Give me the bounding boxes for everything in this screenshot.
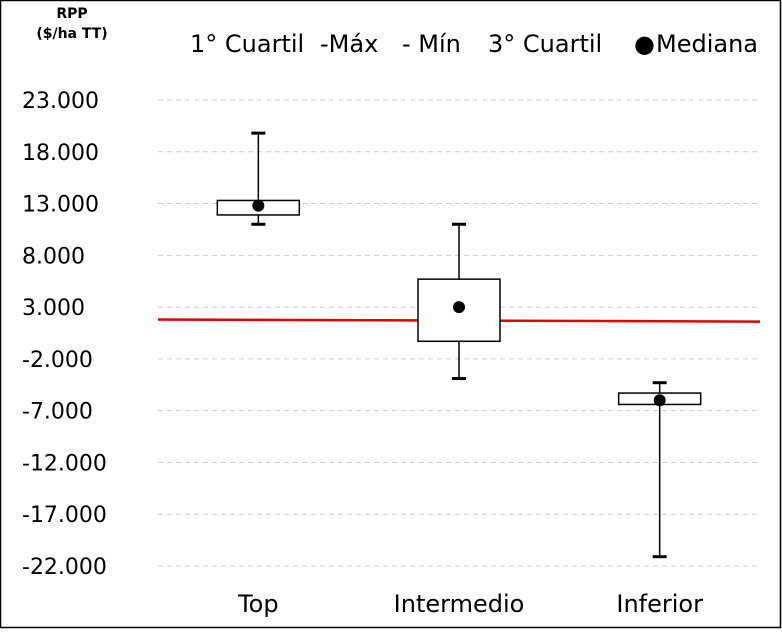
median-marker <box>653 394 666 407</box>
legend-item-median: Mediana <box>656 30 758 58</box>
legend-marker-median: ● <box>634 30 655 58</box>
y-tick-label: 8.000 <box>22 244 85 269</box>
y-tick-label: -17.000 <box>22 503 107 528</box>
y-tick-label: -22.000 <box>22 555 107 580</box>
y-axis-title-line-2: ($/ha TT) <box>36 26 107 42</box>
legend-item-max: -Máx <box>320 30 378 58</box>
y-axis-title-line-1: RPP <box>56 6 87 22</box>
y-tick-label: -7.000 <box>22 400 93 425</box>
legend-item-q1: 1° Cuartil <box>190 30 304 58</box>
boxes <box>216 131 702 559</box>
legend: 1° Cuartil -Máx - Mín 3° Cuartil ● Media… <box>190 30 758 58</box>
x-tick-label: Intermedio <box>394 590 525 618</box>
y-tick-label: 23.000 <box>22 89 99 114</box>
box-top <box>216 131 301 226</box>
y-tick-label: -2.000 <box>22 348 93 373</box>
y-axis-title: RPP ($/ha TT) <box>36 6 107 42</box>
legend-item-q3: 3° Cuartil <box>488 30 602 58</box>
x-tick-label: Inferior <box>616 590 703 618</box>
y-tick-label: -12.000 <box>22 451 107 476</box>
y-tick-label: 13.000 <box>22 193 99 218</box>
x-axis-ticks: Top Intermedio Inferior <box>237 590 703 618</box>
y-axis-ticks: 23.000 18.000 13.000 8.000 3.000 -2.000 -7.000… <box>22 89 107 580</box>
y-tick-label: 3.000 <box>22 296 85 321</box>
y-tick-label: 18.000 <box>22 141 99 166</box>
median-marker <box>252 199 265 212</box>
box-intermedio <box>417 222 501 381</box>
box-inferior <box>617 381 702 559</box>
legend-item-min: - Mín <box>402 30 461 58</box>
median-marker <box>453 301 465 314</box>
x-tick-label: Top <box>237 590 279 618</box>
